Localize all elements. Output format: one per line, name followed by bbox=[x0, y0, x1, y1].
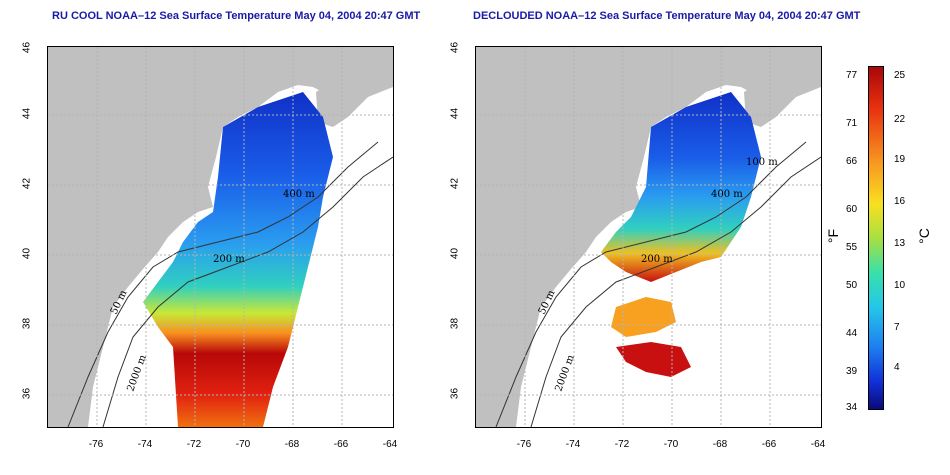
x-tick-label: -74 bbox=[565, 439, 581, 450]
contour-label-200m: 200 m bbox=[641, 254, 673, 265]
land-mass bbox=[48, 47, 393, 427]
f-tick-label: 71 bbox=[846, 118, 858, 129]
x-tick-label: -66 bbox=[761, 439, 777, 450]
y-tick-label: 44 bbox=[21, 107, 33, 120]
contour-label-2000m: 2000 m bbox=[125, 353, 149, 393]
contour-label-2000m: 2000 m bbox=[553, 353, 577, 393]
contour-label-100m: 100 m bbox=[746, 157, 778, 168]
c-tick-label: 25 bbox=[894, 70, 906, 81]
f-tick-label: 44 bbox=[846, 328, 858, 339]
c-tick-label: 16 bbox=[894, 196, 906, 207]
left-map-title: RU COOL NOAA–12 Sea Surface Temperature … bbox=[52, 10, 421, 22]
y-tick-label: 40 bbox=[449, 247, 461, 260]
y-tick-label: 38 bbox=[449, 317, 461, 330]
y-tick-label: 46 bbox=[21, 41, 33, 54]
x-tick-label: -66 bbox=[333, 439, 349, 450]
contour-line bbox=[495, 141, 807, 427]
sst-warm-patch bbox=[611, 297, 676, 337]
contour-line bbox=[102, 156, 393, 427]
y-tick-label: 42 bbox=[21, 177, 33, 190]
c-tick-label: 4 bbox=[894, 362, 900, 373]
land-mass bbox=[476, 47, 821, 427]
c-tick-label: 19 bbox=[894, 154, 906, 165]
colorbar bbox=[868, 66, 884, 410]
y-tick-label: 38 bbox=[21, 317, 33, 330]
graticule bbox=[48, 47, 393, 427]
x-tick-label: -64 bbox=[382, 439, 398, 450]
f-tick-label: 77 bbox=[846, 70, 858, 81]
right-map-title: DECLOUDED NOAA–12 Sea Surface Temperatur… bbox=[473, 10, 861, 22]
x-tick-label: -76 bbox=[88, 439, 104, 450]
x-tick-label: -68 bbox=[712, 439, 728, 450]
f-tick-label: 55 bbox=[846, 242, 858, 253]
contour-label-400m: 400 m bbox=[711, 189, 743, 200]
f-tick-label: 39 bbox=[846, 366, 858, 377]
x-tick-label: -76 bbox=[516, 439, 532, 450]
f-tick-label: 34 bbox=[846, 402, 858, 413]
x-tick-label: -64 bbox=[810, 439, 826, 450]
contour-line bbox=[530, 156, 821, 427]
right-map-svg: 50 m 200 m 400 m 100 m 2000 m bbox=[476, 47, 821, 427]
x-tick-label: -70 bbox=[235, 439, 251, 450]
graticule bbox=[476, 47, 821, 427]
c-tick-label: 10 bbox=[894, 280, 906, 291]
land-nova-scotia bbox=[316, 52, 393, 127]
contour-line bbox=[67, 141, 379, 427]
y-tick-label: 42 bbox=[449, 177, 461, 190]
sst-warm-core bbox=[616, 342, 691, 377]
right-map-panel: 50 m 200 m 400 m 100 m 2000 m bbox=[475, 46, 822, 428]
x-tick-label: -72 bbox=[186, 439, 202, 450]
left-map-panel: 50 m 200 m 400 m 2000 m bbox=[47, 46, 394, 428]
x-tick-label: -68 bbox=[284, 439, 300, 450]
y-tick-label: 44 bbox=[449, 107, 461, 120]
x-tick-label: -70 bbox=[663, 439, 679, 450]
left-map-svg: 50 m 200 m 400 m 2000 m bbox=[48, 47, 393, 427]
fahrenheit-unit-label: °F bbox=[825, 228, 842, 244]
x-tick-label: -74 bbox=[137, 439, 153, 450]
y-tick-label: 36 bbox=[21, 387, 33, 400]
sst-field bbox=[143, 92, 333, 427]
c-tick-label: 13 bbox=[894, 238, 906, 249]
f-tick-label: 50 bbox=[846, 280, 858, 291]
contour-label-400m: 400 m bbox=[283, 189, 315, 200]
y-tick-label: 36 bbox=[449, 387, 461, 400]
y-tick-label: 40 bbox=[21, 247, 33, 260]
y-tick-label: 46 bbox=[449, 41, 461, 54]
c-tick-label: 7 bbox=[894, 322, 900, 333]
land-nova-scotia bbox=[744, 52, 821, 127]
celsius-unit-label: °C bbox=[915, 228, 932, 244]
x-tick-label: -72 bbox=[614, 439, 630, 450]
c-tick-label: 22 bbox=[894, 114, 906, 125]
contour-label-200m: 200 m bbox=[213, 254, 245, 265]
f-tick-label: 66 bbox=[846, 156, 858, 167]
f-tick-label: 60 bbox=[846, 204, 858, 215]
